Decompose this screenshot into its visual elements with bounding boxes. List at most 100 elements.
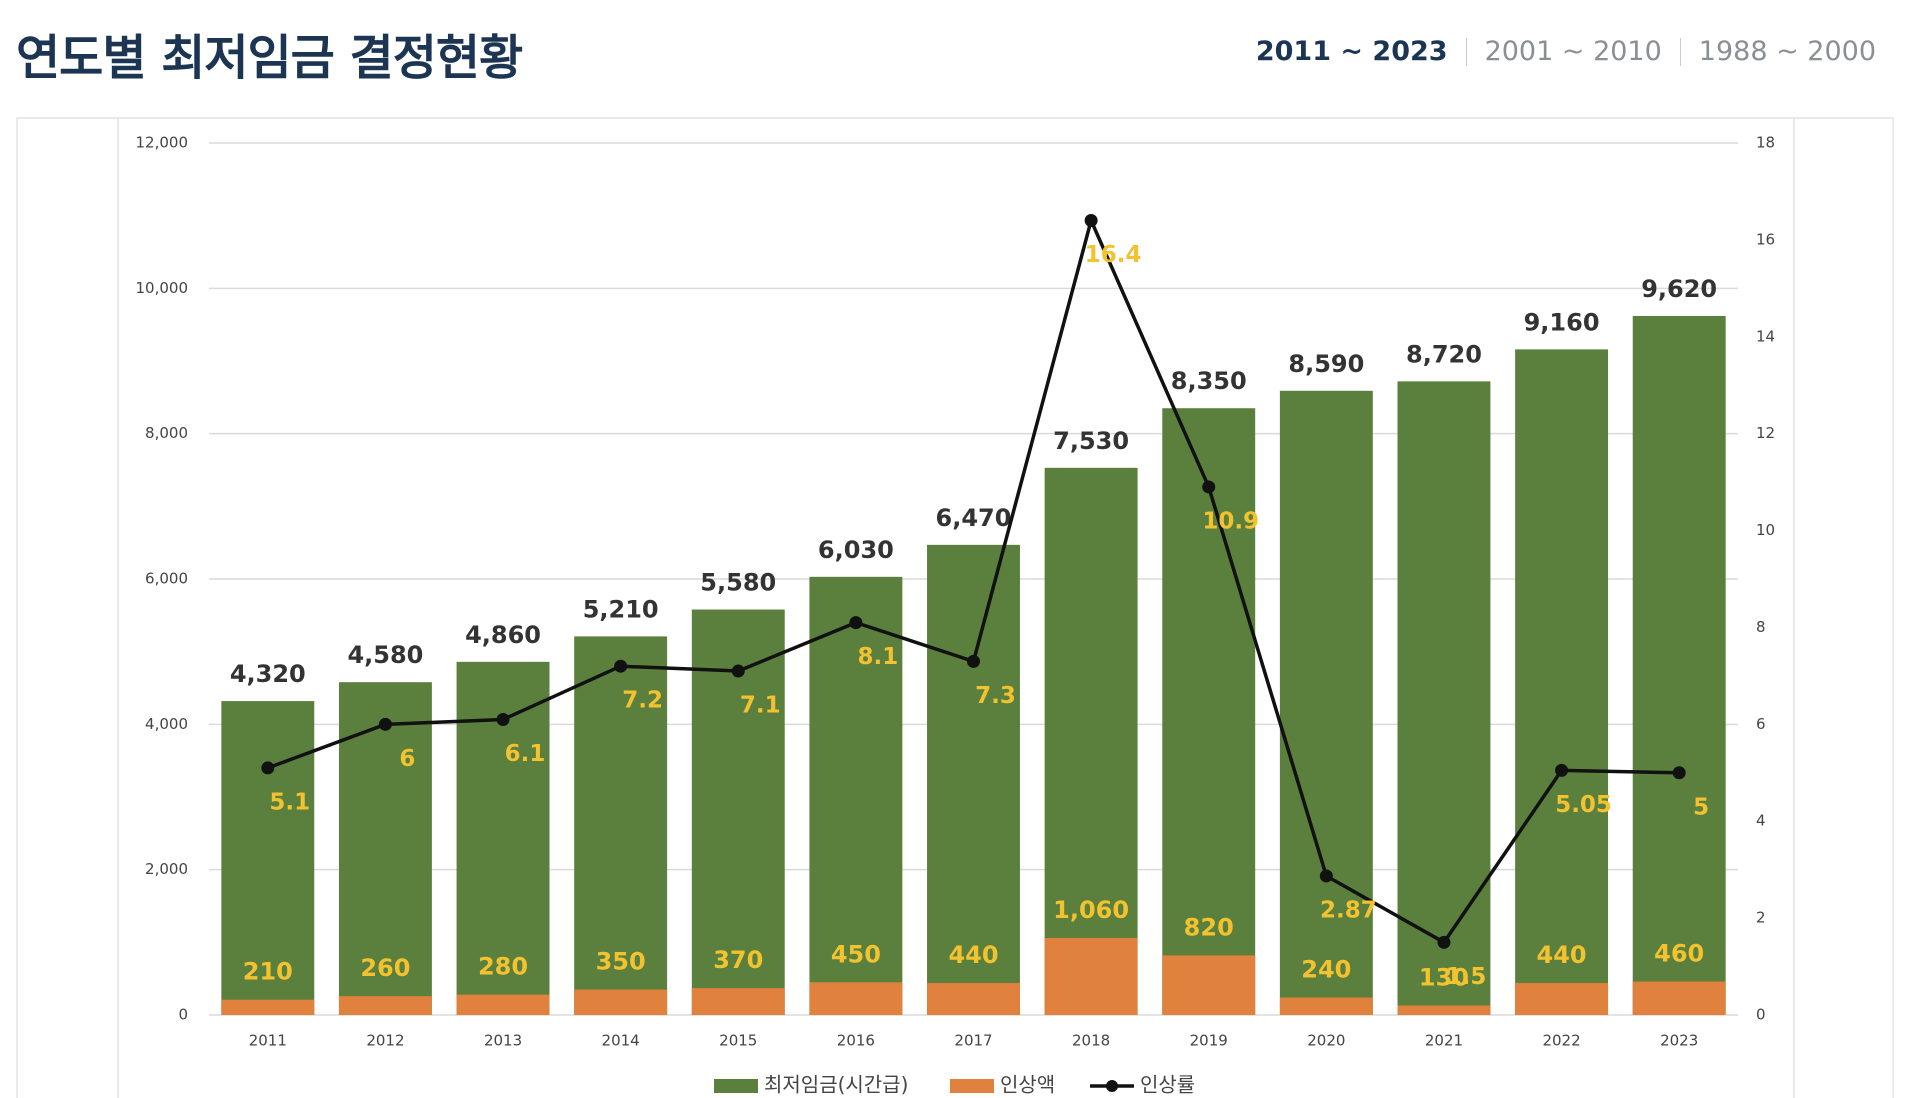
legend-label: 인상액: [1000, 1073, 1055, 1097]
data-label: 1.5: [1446, 964, 1487, 990]
bar: [1515, 983, 1609, 1015]
line-marker: [378, 717, 392, 731]
legend-swatch: [1106, 1080, 1118, 1092]
data-label: 460: [1654, 940, 1704, 968]
data-label: 9,620: [1641, 275, 1717, 303]
y-tick-label: 10,000: [136, 279, 189, 297]
line-marker: [496, 712, 510, 726]
bar: [1044, 467, 1138, 1015]
data-label: 4,580: [347, 641, 423, 669]
x-tick-label: 2023: [1660, 1032, 1698, 1050]
data-label: 6.1: [505, 741, 546, 767]
y2-tick-label: 8: [1756, 618, 1766, 636]
bar: [1279, 997, 1373, 1015]
data-label: 8,590: [1288, 350, 1364, 378]
line-marker: [1202, 480, 1216, 494]
period-tab[interactable]: 2011 ~ 2023: [1255, 36, 1448, 67]
line-marker: [1555, 763, 1569, 777]
x-tick-label: 2018: [1072, 1032, 1110, 1050]
x-tick-label: 2015: [719, 1032, 757, 1050]
line-marker: [1437, 935, 1451, 949]
bar: [574, 636, 668, 1015]
tab-separator: [1679, 37, 1681, 66]
y-tick-label: 2,000: [145, 860, 188, 878]
y-tick-label: 4,000: [145, 715, 188, 733]
data-label: 7.2: [622, 688, 663, 714]
y2-tick-label: 4: [1756, 812, 1766, 830]
bar: [1632, 981, 1726, 1015]
page-title: 연도별 최저임금 결정현황: [16, 30, 523, 86]
legend-swatch: [714, 1079, 758, 1093]
data-label: 8,350: [1171, 367, 1247, 395]
data-label: 6,030: [818, 536, 894, 564]
data-label: 440: [948, 941, 998, 969]
data-label: 16.4: [1085, 242, 1142, 268]
line-marker: [849, 616, 863, 630]
data-label: 280: [478, 953, 528, 981]
line-marker: [967, 654, 980, 668]
data-label: 5.1: [269, 789, 310, 815]
period-tab[interactable]: 2001 ~ 2010: [1484, 36, 1662, 67]
data-label: 6,470: [936, 504, 1012, 532]
y2-tick-label: 12: [1756, 424, 1775, 442]
bar: [1044, 937, 1138, 1015]
data-label: 5.05: [1555, 792, 1612, 818]
bar: [456, 994, 550, 1015]
data-label: 240: [1301, 956, 1351, 984]
x-tick-label: 2014: [602, 1032, 640, 1050]
y-tick-label: 8,000: [145, 424, 188, 442]
data-label: 8.1: [858, 644, 899, 670]
data-label: 8,720: [1406, 340, 1482, 368]
data-label: 5,210: [583, 595, 659, 623]
line-marker: [1084, 214, 1098, 228]
data-label: 450: [831, 940, 881, 968]
line-marker: [614, 659, 628, 673]
y2-tick-label: 6: [1756, 715, 1766, 733]
line-marker: [1319, 869, 1333, 883]
bar: [1162, 955, 1256, 1015]
y2-tick-label: 14: [1756, 327, 1775, 345]
bar: [1162, 408, 1256, 1015]
y2-tick-label: 18: [1756, 134, 1775, 152]
y-tick-label: 6,000: [145, 570, 188, 588]
data-label: 10.9: [1202, 508, 1259, 534]
y2-tick-label: 16: [1756, 230, 1775, 248]
data-label: 1,060: [1053, 896, 1129, 924]
data-label: 7.3: [975, 683, 1016, 709]
data-label: 210: [243, 958, 293, 986]
data-label: 9,160: [1524, 308, 1600, 336]
bar: [221, 999, 315, 1015]
bar: [1515, 349, 1609, 1016]
x-tick-label: 2017: [954, 1032, 992, 1050]
bar: [927, 983, 1020, 1015]
data-label: 260: [360, 954, 410, 982]
data-label: 350: [596, 948, 646, 976]
data-label: 370: [713, 946, 763, 974]
tab-separator: [1465, 37, 1467, 66]
x-tick-label: 2021: [1425, 1032, 1463, 1050]
bar: [1397, 381, 1491, 1015]
data-label: 5,580: [700, 569, 776, 597]
x-tick-label: 2020: [1307, 1032, 1345, 1050]
legend-label: 인상률: [1140, 1073, 1195, 1097]
data-label: 2.87: [1320, 897, 1377, 923]
data-label: 130: [1419, 964, 1469, 992]
data-label: 7,530: [1053, 427, 1129, 455]
x-tick-label: 2013: [484, 1032, 522, 1050]
legend-label: 최저임금(시간급): [764, 1073, 908, 1097]
data-label: 820: [1184, 913, 1234, 941]
period-tab[interactable]: 1988 ~ 2000: [1698, 36, 1876, 67]
bar: [691, 988, 785, 1015]
y-tick-label: 12,000: [136, 134, 189, 152]
data-label: 4,860: [465, 621, 541, 649]
data-label: 5: [1693, 794, 1709, 820]
bar: [338, 996, 432, 1015]
bar: [1632, 315, 1726, 1015]
line-marker: [261, 761, 275, 775]
line-marker: [731, 664, 745, 678]
bar: [574, 989, 668, 1015]
line-marker: [1672, 766, 1686, 780]
bar: [1397, 1005, 1491, 1015]
